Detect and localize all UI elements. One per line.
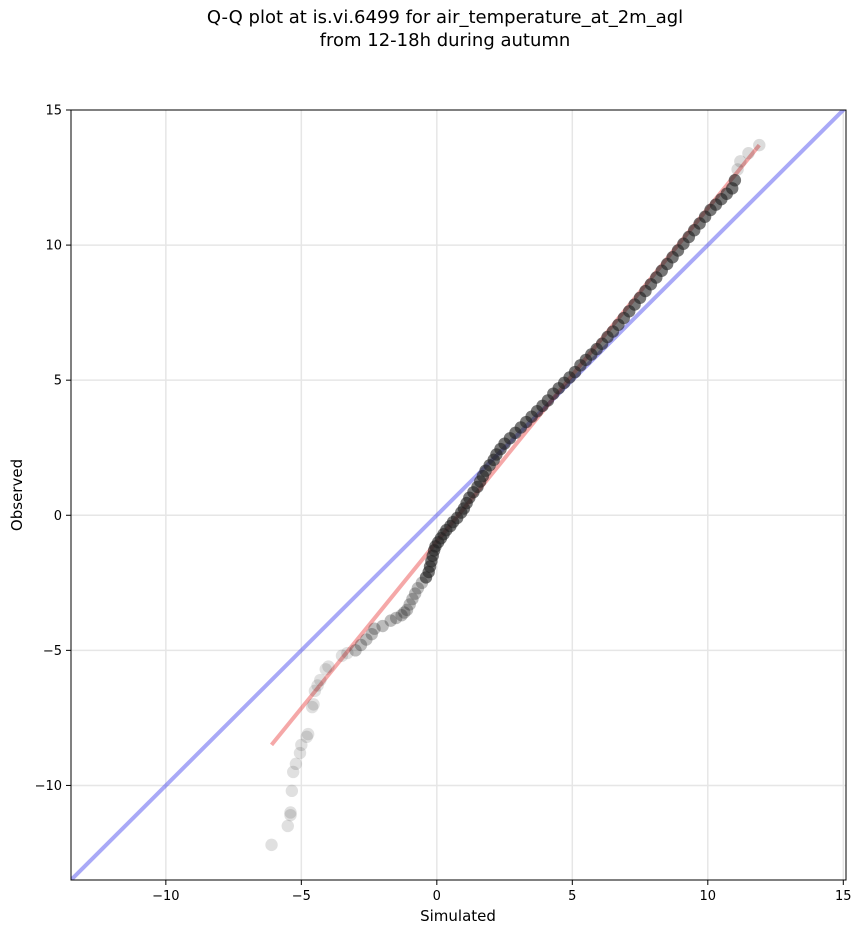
- quantile-point: [349, 644, 362, 657]
- quantile-point: [289, 757, 303, 771]
- quantile-point: [335, 649, 349, 662]
- quantile-point: [365, 627, 378, 641]
- quantile-point: [311, 679, 324, 692]
- chart-title-line-2: from 12-18h during autumn: [319, 30, 571, 51]
- quantile-point: [265, 838, 278, 852]
- quantile-point: [403, 598, 416, 611]
- y-axis-label: Observed: [8, 459, 26, 531]
- quantile-points: [265, 138, 766, 852]
- x-tick-label: 0: [433, 889, 441, 904]
- x-axis-ticks: −10 −5 0 5 10 15: [152, 880, 852, 904]
- plot-area: [71, 110, 846, 880]
- quantile-point: [742, 147, 755, 160]
- y-tick-label: −10: [35, 779, 62, 794]
- y-tick-label: −5: [43, 644, 62, 659]
- quantile-point: [293, 746, 307, 760]
- quantile-point: [341, 646, 354, 660]
- quantile-point: [400, 603, 414, 617]
- quantile-point: [295, 738, 308, 752]
- plot-frame: [70, 109, 847, 881]
- x-tick-label: −10: [152, 889, 179, 904]
- quantile-point: [284, 806, 297, 819]
- x-tick-label: 5: [568, 889, 576, 904]
- quantile-point: [389, 611, 403, 625]
- quantile-point: [731, 163, 744, 176]
- quantile-point: [284, 808, 297, 822]
- quantile-point: [287, 765, 300, 779]
- y-tick-label: 15: [45, 104, 62, 119]
- quantile-point: [398, 606, 411, 619]
- quantile-point: [753, 138, 766, 152]
- quantile-point: [308, 684, 322, 698]
- y-tick-label: 5: [54, 374, 62, 389]
- quantile-point: [307, 698, 320, 711]
- quantile-point: [281, 819, 294, 833]
- grid: [71, 110, 846, 880]
- quantile-point: [728, 174, 742, 187]
- quantile-point: [314, 673, 327, 687]
- quantile-point: [354, 638, 368, 652]
- x-tick-label: −5: [292, 889, 311, 904]
- quantile-point: [305, 700, 319, 714]
- quantile-point: [411, 582, 425, 595]
- chart-title-line-1: Q-Q plot at is.vi.6499 for air_temperatu…: [206, 7, 684, 28]
- quantile-point: [368, 622, 381, 635]
- y-axis-ticks: −10 −5 0 5 10 15: [35, 104, 71, 794]
- chart-title: Q-Q plot at is.vi.6499 for air_temperatu…: [0, 6, 863, 52]
- x-tick-label: 10: [700, 889, 717, 904]
- quantile-point: [360, 633, 373, 646]
- quantile-point: [408, 587, 422, 600]
- quantile-point: [734, 155, 747, 168]
- quantile-point: [285, 784, 299, 798]
- one-to-one-line: [71, 110, 846, 880]
- quantile-point: [376, 619, 389, 633]
- quantile-point: [395, 609, 408, 622]
- quantile-point: [406, 592, 419, 606]
- quantile-point: [319, 663, 332, 676]
- y-tick-label: 0: [54, 509, 62, 524]
- y-tick-label: 10: [45, 239, 62, 254]
- x-axis-label: Simulated: [420, 907, 496, 925]
- quantile-point: [384, 614, 397, 627]
- quantile-point: [301, 727, 315, 741]
- quantile-point: [322, 660, 335, 673]
- x-tick-label: 15: [835, 889, 852, 904]
- quantile-point: [300, 730, 313, 744]
